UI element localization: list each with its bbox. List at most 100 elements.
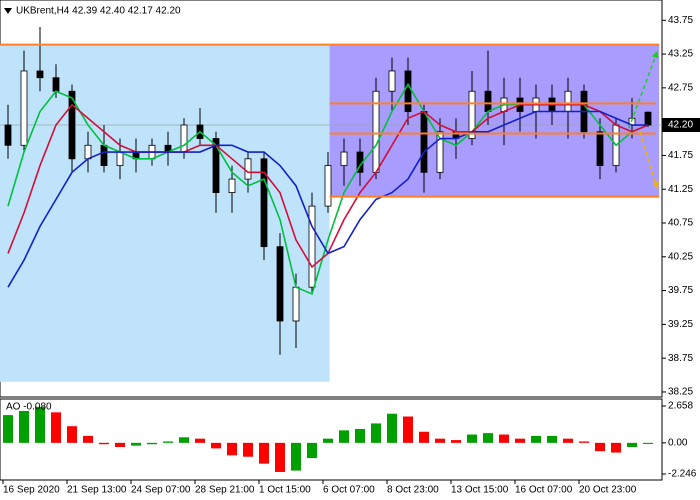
y-tick-label: 41.25 — [668, 184, 693, 195]
candle-body — [100, 144, 108, 166]
ao-bar — [275, 442, 285, 472]
plot-layer: 43.75 43.25 42.75 41.75 41.25 40.75 40.25 39.75… — [0, 15, 700, 496]
candle-body — [68, 90, 76, 160]
x-tick-label: 16 Sep 2020 — [3, 485, 60, 496]
ao-bar — [243, 442, 253, 457]
ao-bar — [643, 442, 653, 444]
zone — [0, 44, 330, 382]
candle-body — [116, 151, 124, 166]
candle-body — [644, 111, 652, 126]
ao-bar — [51, 412, 61, 443]
ao-bar — [131, 442, 141, 446]
ao-bar — [339, 430, 349, 443]
candle-body — [340, 151, 348, 166]
arrow-head — [652, 181, 659, 190]
x-tick-label: 13 Oct 15:00 — [451, 485, 509, 496]
y-tick-label: 39.75 — [668, 285, 693, 296]
ao-bar — [547, 435, 557, 443]
ao-bar — [307, 442, 317, 459]
ao-bar — [3, 415, 13, 443]
y-tick-label: 0.00 — [668, 437, 688, 448]
ao-title: AO -0.080 — [6, 402, 52, 413]
candle-body — [36, 70, 44, 79]
ao-bar — [515, 438, 525, 443]
ao-bar — [419, 431, 429, 443]
ao-bar — [595, 442, 605, 452]
ao-bar — [563, 438, 573, 443]
ao-bar — [499, 434, 509, 443]
x-tick-label: 20 Oct 23:00 — [579, 485, 637, 496]
ao-bar — [147, 442, 157, 445]
candle-body — [308, 205, 316, 288]
y-tick-label: -2.246 — [668, 469, 697, 480]
ao-bar — [163, 441, 173, 443]
candle-body — [484, 90, 492, 112]
forecast-arrow — [639, 131, 659, 190]
ao-bar — [403, 416, 413, 443]
candle-body — [404, 70, 412, 112]
y-tick-label: 2.658 — [668, 401, 693, 412]
last-price-label: 42.20 — [668, 120, 693, 131]
ao-bar — [611, 442, 621, 453]
ao-bar — [195, 438, 205, 443]
ao-bar — [19, 410, 29, 443]
arrow-head — [651, 50, 659, 59]
candle-body — [180, 124, 188, 153]
ao-bar — [371, 423, 381, 443]
candle-body — [324, 165, 332, 207]
candle-body — [20, 70, 28, 146]
candle-body — [4, 124, 12, 146]
y-tick-label: 41.75 — [668, 150, 693, 161]
ao-bar — [627, 442, 637, 448]
y-tick-label: 43.75 — [668, 15, 693, 26]
candle-body — [468, 90, 476, 139]
x-tick-label: 28 Sep 21:00 — [195, 485, 255, 496]
ao-bar — [35, 406, 45, 443]
candle-body — [52, 77, 60, 92]
ao-bar — [83, 435, 93, 443]
ao-bar — [227, 442, 237, 456]
ao-bar — [483, 433, 493, 443]
y-tick-label: 43.25 — [668, 49, 693, 60]
candle-body — [292, 286, 300, 322]
ao-bar — [179, 437, 189, 443]
y-tick-label: 42.75 — [668, 82, 693, 93]
candle-body — [260, 158, 268, 248]
ao-bar — [467, 434, 477, 443]
y-tick-label: 39.25 — [668, 319, 693, 330]
ao-bar — [355, 428, 365, 443]
x-tick-label: 16 Oct 07:00 — [515, 485, 573, 496]
candle-body — [212, 138, 220, 193]
x-tick-label: 6 Oct 07:00 — [323, 485, 375, 496]
x-tick-label: 24 Sep 07:00 — [131, 485, 191, 496]
ao-bar — [291, 442, 301, 471]
x-tick-label: 1 Oct 15:00 — [259, 485, 311, 496]
candle-body — [84, 144, 92, 160]
candle-body — [596, 131, 604, 166]
x-tick-label: 21 Sep 13:00 — [67, 485, 127, 496]
y-tick-label: 38.75 — [668, 353, 693, 364]
y-tick-label: 40.75 — [668, 218, 693, 229]
candle-body — [276, 246, 284, 322]
last-price-box — [662, 118, 700, 133]
moving-average — [7, 110, 648, 288]
ao-bar — [259, 442, 269, 464]
zone — [329, 44, 660, 197]
candle-body — [436, 131, 444, 173]
candle-body — [228, 178, 236, 193]
candle-body — [420, 111, 428, 173]
menu-icon — [4, 8, 12, 14]
ao-bar — [115, 442, 125, 448]
ao-bar — [531, 435, 541, 443]
ao-bar — [99, 442, 109, 445]
y-tick-label: 38.25 — [668, 387, 693, 398]
ao-bar — [67, 426, 77, 443]
ao-bar — [579, 441, 589, 443]
ao-bar — [211, 442, 221, 449]
chart-title: UKBrent,H4 42.39 42.40 42.17 42.20 — [16, 6, 181, 17]
y-tick-label: 40.25 — [668, 251, 693, 262]
candle-body — [244, 158, 252, 180]
x-tick-label: 8 Oct 23:00 — [387, 485, 439, 496]
